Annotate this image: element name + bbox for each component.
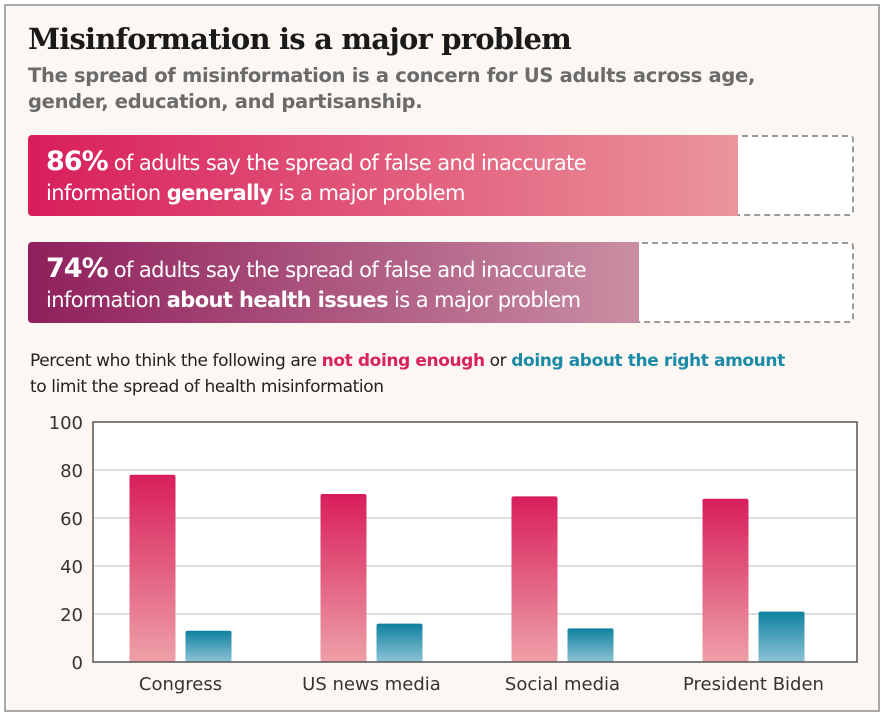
bar-not-enough xyxy=(129,474,176,662)
y-tick-label: 0 xyxy=(72,653,83,674)
y-tick-label: 20 xyxy=(60,605,83,626)
plot-frame xyxy=(92,421,858,663)
y-tick-label: 100 xyxy=(49,413,83,434)
page-title: Misinformation is a major problem xyxy=(28,22,572,56)
x-tick-label: Social media xyxy=(505,674,620,695)
legend-right-amount: doing about the right amount xyxy=(511,351,785,371)
stat-text: 86% of adults say the spread of false an… xyxy=(46,146,587,208)
bar-right-amount xyxy=(185,630,232,662)
y-tick-label: 60 xyxy=(60,509,83,530)
legend-text: Percent who think the following are xyxy=(30,351,322,371)
stat-emphasis: generally xyxy=(166,181,273,205)
x-tick-label: Congress xyxy=(139,674,222,695)
bar-right-amount xyxy=(758,611,805,662)
stat-percent: 74% xyxy=(46,253,109,284)
legend-text: or xyxy=(484,351,512,371)
bar-not-enough xyxy=(320,494,367,662)
chart-legend: Percent who think the following are not … xyxy=(30,348,785,400)
stat-fill xyxy=(28,135,739,216)
stat-percent: 86% xyxy=(46,146,109,177)
stat-line2-end: is a major problem xyxy=(387,288,581,312)
stat-line1: of adults say the spread of false and in… xyxy=(107,258,587,282)
bar-right-amount xyxy=(567,628,614,662)
stat-line2: information xyxy=(46,181,167,205)
stat-fill xyxy=(28,242,640,323)
stat-bar-general: 86% of adults say the spread of false an… xyxy=(28,135,854,216)
bar-not-enough xyxy=(702,498,749,662)
bar-right-amount xyxy=(376,623,423,662)
stat-line1: of adults say the spread of false and in… xyxy=(107,151,587,175)
stat-line2-end: is a major problem xyxy=(272,181,465,205)
bar-not-enough xyxy=(511,496,558,662)
stat-line2: information xyxy=(46,288,167,312)
legend-text-2: to limit the spread of health misinforma… xyxy=(30,377,384,397)
stat-emphasis: about health issues xyxy=(166,288,389,312)
y-tick-label: 40 xyxy=(60,557,83,578)
x-tick-label: US news media xyxy=(302,674,441,695)
stat-bar-health: 74% of adults say the spread of false an… xyxy=(28,242,854,323)
stat-text: 74% of adults say the spread of false an… xyxy=(46,253,587,315)
x-tick-label: President Biden xyxy=(683,674,824,695)
subtitle: The spread of misinformation is a concer… xyxy=(28,64,756,113)
y-tick-label: 80 xyxy=(60,461,83,482)
legend-not-enough: not doing enough xyxy=(321,351,485,371)
